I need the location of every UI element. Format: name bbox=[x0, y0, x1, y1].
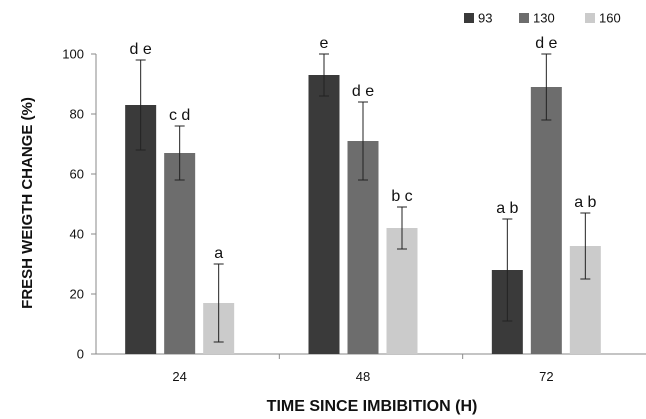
legend-label: 130 bbox=[533, 11, 555, 26]
y-axis: 0 20 40 60 80 100 bbox=[62, 47, 97, 362]
legend-swatch-93 bbox=[464, 13, 474, 23]
y-tick-label: 100 bbox=[62, 47, 84, 62]
y-axis-title: FRESH WEIGTH CHANGE (%) bbox=[19, 97, 36, 309]
significance-letter: a b bbox=[496, 200, 518, 217]
y-tick-label: 80 bbox=[70, 107, 84, 122]
x-axis: 24 48 72 bbox=[96, 353, 646, 384]
significance-letter: d e bbox=[130, 41, 152, 58]
error-bars bbox=[135, 53, 591, 343]
bar-130-72 bbox=[530, 87, 562, 354]
x-tick-label: 72 bbox=[539, 369, 553, 384]
bar-93-48 bbox=[308, 75, 340, 354]
significance-letter: a b bbox=[574, 194, 596, 211]
bar-130-24 bbox=[164, 153, 196, 354]
x-tick-label: 48 bbox=[356, 369, 370, 384]
legend: 93 130 160 bbox=[464, 11, 621, 26]
significance-letter: a bbox=[214, 245, 223, 262]
legend-label: 93 bbox=[478, 11, 492, 26]
legend-swatch-160 bbox=[585, 13, 595, 23]
y-tick-label: 0 bbox=[77, 347, 84, 362]
significance-letters: d e e a b c d d e d e a b c a b bbox=[130, 35, 597, 262]
significance-letter: d e bbox=[352, 83, 374, 100]
y-tick-label: 20 bbox=[70, 287, 84, 302]
significance-letter: e bbox=[320, 35, 329, 52]
x-tick-label: 24 bbox=[172, 369, 186, 384]
legend-swatch-130 bbox=[519, 13, 529, 23]
y-tick-label: 40 bbox=[70, 227, 84, 242]
x-axis-title: TIME SINCE IMBIBITION (H) bbox=[267, 398, 478, 415]
legend-label: 160 bbox=[599, 11, 621, 26]
y-tick-label: 60 bbox=[70, 167, 84, 182]
significance-letter: b c bbox=[391, 188, 412, 205]
significance-letter: d e bbox=[535, 35, 557, 52]
significance-letter: c d bbox=[169, 107, 190, 124]
